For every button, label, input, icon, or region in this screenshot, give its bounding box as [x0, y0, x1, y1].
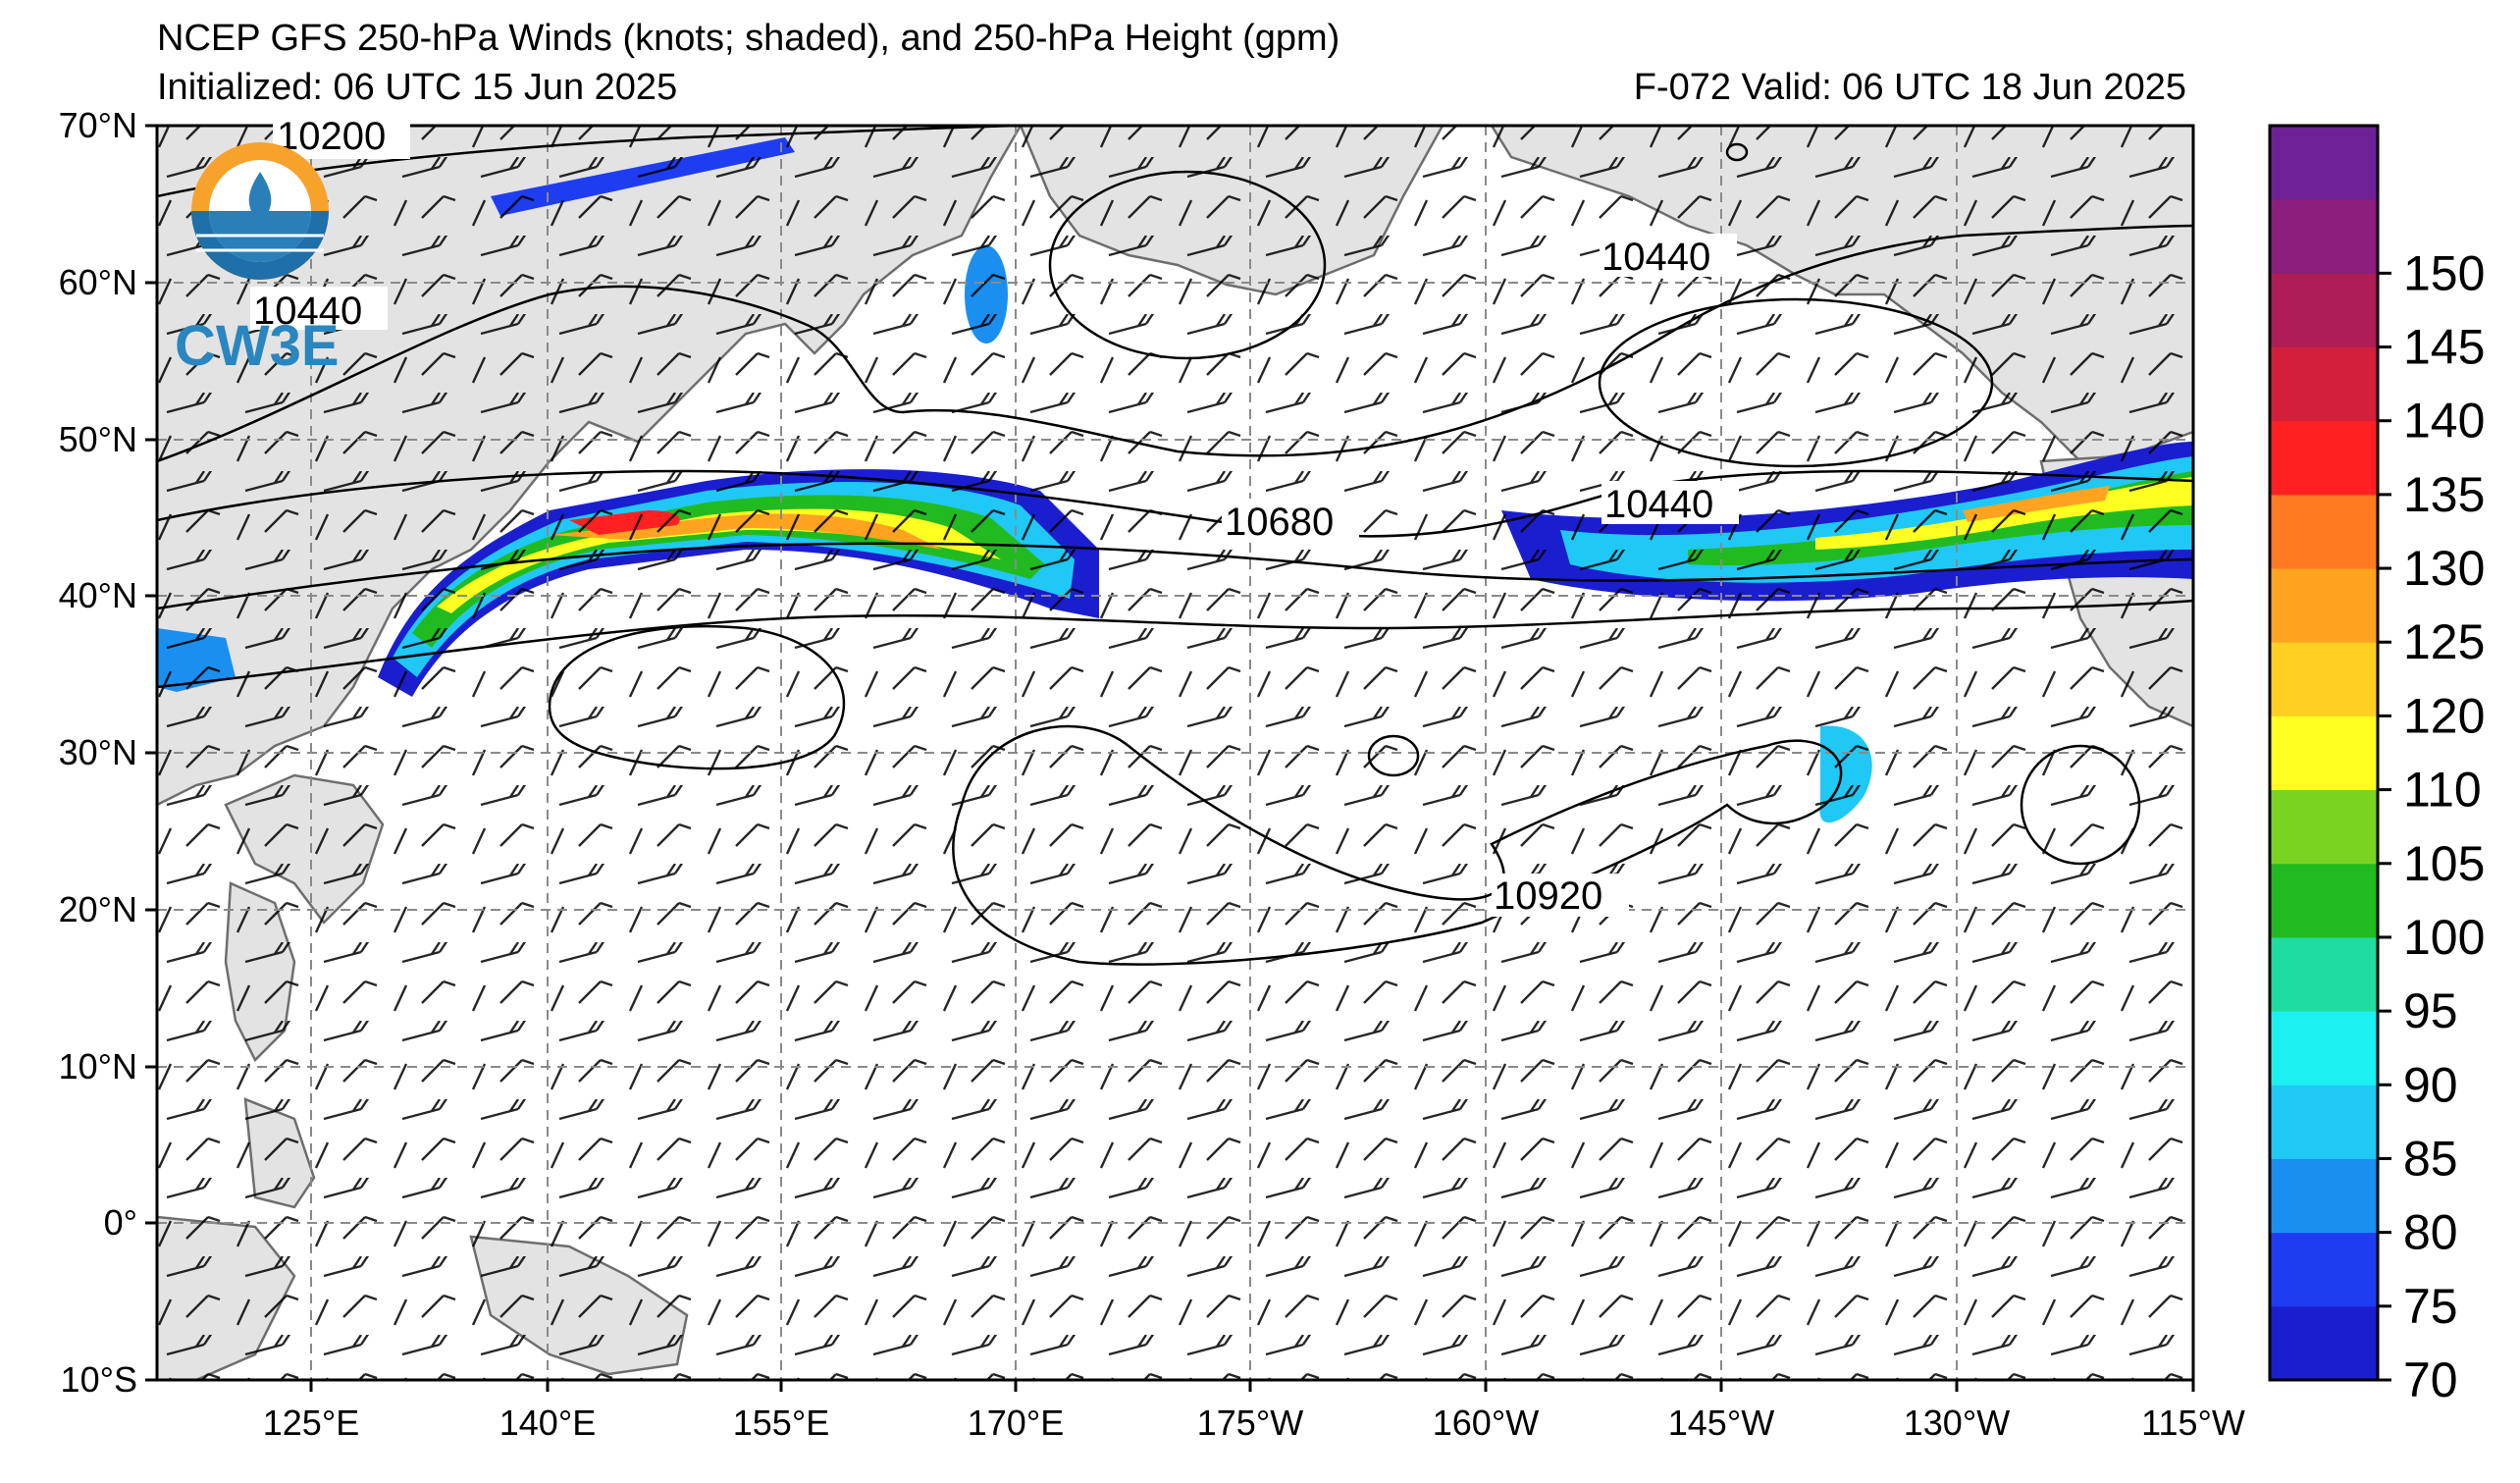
lat-label: 50°N [59, 419, 137, 459]
longitude-labels: 125°E 140°E 155°E 170°E 175°W 160°W 145°… [263, 1380, 2245, 1443]
colorbar-swatch [2270, 568, 2378, 643]
colorbar-swatch [2270, 789, 2378, 865]
lon-label: 175°W [1197, 1403, 1303, 1443]
init-time: Initialized: 06 UTC 15 Jun 2025 [157, 67, 678, 108]
colorbar-swatch [2270, 1085, 2378, 1159]
colorbar-swatch [2270, 1232, 2378, 1307]
lat-label: 10°S [61, 1359, 137, 1400]
colorbar-swatch [2270, 199, 2378, 274]
valid-time: F-072 Valid: 06 UTC 18 Jun 2025 [1633, 67, 2186, 108]
colorbar-swatch [2270, 346, 2378, 422]
colorbar-label: 120 [2403, 688, 2485, 743]
lat-label: 30°N [59, 732, 137, 772]
colorbar-label: 70 [2403, 1352, 2458, 1407]
colorbar-swatch [2270, 420, 2378, 496]
colorbar-swatch [2270, 1011, 2378, 1086]
colorbar-swatch [2270, 1305, 2378, 1381]
lon-label: 170°E [968, 1403, 1064, 1443]
colorbar: 70 75 80 85 90 95 100 105 110 120 125 130 135 140 145 1… [2268, 124, 2485, 1407]
lat-label: 60°N [59, 262, 137, 302]
colorbar-swatch [2270, 494, 2378, 569]
colorbar-label: 85 [2403, 1131, 2458, 1186]
lat-label: 10°N [59, 1046, 137, 1086]
colorbar-label: 90 [2403, 1057, 2458, 1112]
colorbar-swatch [2270, 126, 2378, 200]
map-title: NCEP GFS 250-hPa Winds (knots; shaded), … [157, 18, 1340, 59]
lat-label: 70°N [59, 105, 137, 145]
lat-label: 0° [104, 1202, 137, 1243]
latitude-labels: 70°N 60°N 50°N 40°N 30°N 20°N 10°N 0° 10… [59, 105, 157, 1400]
lon-label: 155°E [733, 1403, 829, 1443]
lat-label: 20°N [59, 889, 137, 929]
colorbar-label: 135 [2403, 467, 2485, 522]
lon-label: 130°W [1904, 1403, 2010, 1443]
colorbar-label: 125 [2403, 614, 2485, 669]
contour-label-2: 10440 [253, 290, 362, 333]
lon-label: 160°W [1433, 1403, 1539, 1443]
colorbar-label: 80 [2403, 1205, 2458, 1260]
contour-label-3: 10440 [1601, 236, 1710, 279]
colorbar-frame [2268, 124, 2380, 1382]
colorbar-label: 75 [2403, 1279, 2458, 1334]
colorbar-swatch [2270, 715, 2378, 791]
lon-label: 145°W [1668, 1403, 1774, 1443]
colorbar-label: 95 [2403, 983, 2458, 1038]
colorbar-label: 100 [2403, 910, 2485, 965]
map-area [157, 126, 2193, 1380]
lon-label: 115°W [2141, 1403, 2245, 1443]
colorbar-swatch [2270, 863, 2378, 938]
colorbar-swatch [2270, 936, 2378, 1012]
colorbar-label: 140 [2403, 394, 2485, 449]
colorbar-label: 105 [2403, 836, 2485, 891]
lon-label: 125°E [263, 1403, 359, 1443]
colorbar-label: 145 [2403, 320, 2485, 375]
contour-labels: 10200 10440 10440 10680 10440 10920 [250, 115, 1739, 918]
contour-label-4: 10680 [1225, 501, 1334, 544]
colorbar-swatch [2270, 273, 2378, 348]
cw3e-logo: CW3E [175, 142, 340, 378]
contour-label-1: 10200 [277, 115, 386, 158]
contour-label-5: 10440 [1604, 483, 1713, 526]
colorbar-label: 150 [2403, 245, 2485, 300]
logo-text: CW3E [175, 314, 340, 378]
lat-label: 40°N [59, 575, 137, 615]
contour-label-6: 10920 [1494, 874, 1602, 918]
colorbar-swatch [2270, 1158, 2378, 1234]
colorbar-label: 130 [2403, 541, 2485, 596]
colorbar-swatch [2270, 642, 2378, 716]
lon-label: 140°E [499, 1403, 596, 1443]
colorbar-label: 110 [2403, 763, 2482, 818]
